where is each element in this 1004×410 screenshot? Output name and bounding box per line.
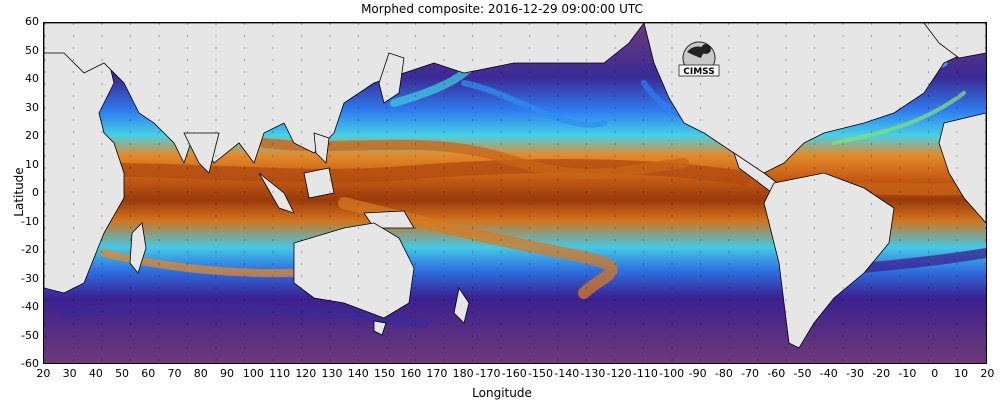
y-tick-label: -50	[21, 328, 39, 342]
x-tick-label: 160	[400, 367, 422, 380]
x-tick-label: 60	[141, 367, 156, 380]
y-tick-label: 20	[25, 129, 39, 142]
x-tick-label: 100	[242, 367, 264, 380]
x-tick-label: -20	[872, 367, 891, 380]
x-tick-label: -120	[606, 367, 632, 380]
x-tick-label: 80	[193, 367, 208, 380]
x-tick-label: 50	[115, 367, 130, 380]
x-tick-label: 10	[954, 367, 969, 380]
x-tick-label: 180	[452, 367, 474, 380]
x-tick-label: 140	[347, 367, 369, 380]
x-tick-label: -30	[845, 367, 864, 380]
y-axis-label: Latitude	[12, 167, 26, 217]
x-tick-label: 0	[931, 367, 939, 380]
x-tick-label: -60	[767, 367, 786, 380]
x-tick-label: -80	[714, 367, 733, 380]
map-title: Morphed composite: 2016-12-29 09:00:00 U…	[361, 2, 643, 16]
x-tick-label: -140	[554, 367, 580, 380]
x-tick-label: -10	[898, 367, 917, 380]
x-tick-label: -50	[793, 367, 812, 380]
x-tick-label: 30	[62, 367, 77, 380]
x-tick-label: 20	[36, 367, 51, 380]
x-tick-label: -40	[819, 367, 838, 380]
x-tick-label: 70	[167, 367, 182, 380]
x-tick-label: 20	[980, 367, 995, 380]
y-tick-label: 50	[25, 43, 39, 57]
cimss-logo: CIMSS	[673, 38, 725, 82]
x-tick-label: -160	[501, 367, 527, 380]
y-tick-label: 0	[32, 186, 39, 199]
x-tick-label: 170	[426, 367, 448, 380]
x-tick-label: -110	[632, 367, 658, 380]
x-tick-label: 150	[373, 367, 395, 380]
x-tick-label: -90	[688, 367, 707, 380]
logo-text: CIMSS	[683, 67, 714, 77]
x-tick-label: -70	[741, 367, 760, 380]
grid-dots	[44, 23, 986, 363]
x-tick-label: -170	[475, 367, 501, 380]
y-tick-label: -20	[21, 243, 39, 256]
x-tick-label: -130	[580, 367, 606, 380]
x-tick-label: 40	[88, 367, 103, 380]
y-tick-label: 40	[25, 72, 39, 85]
y-tick-label: -10	[21, 214, 39, 228]
x-tick-label: 120	[295, 367, 317, 380]
map-canvas	[44, 23, 986, 363]
y-tick-label: 30	[25, 100, 39, 114]
y-tick-label: -60	[21, 357, 39, 370]
y-tick-label: -30	[21, 271, 39, 285]
precipitable-water-map	[43, 22, 987, 364]
x-axis-label: Longitude	[472, 386, 532, 400]
x-tick-label: -150	[528, 367, 553, 380]
x-tick-label: 130	[321, 367, 343, 380]
y-tick-label: -40	[21, 300, 39, 313]
y-tick-label: 10	[25, 157, 39, 171]
x-tick-label: 90	[219, 367, 234, 380]
x-tick-label: 110	[269, 367, 291, 380]
y-tick-label: 60	[25, 15, 39, 28]
x-tick-label: -100	[659, 367, 685, 380]
